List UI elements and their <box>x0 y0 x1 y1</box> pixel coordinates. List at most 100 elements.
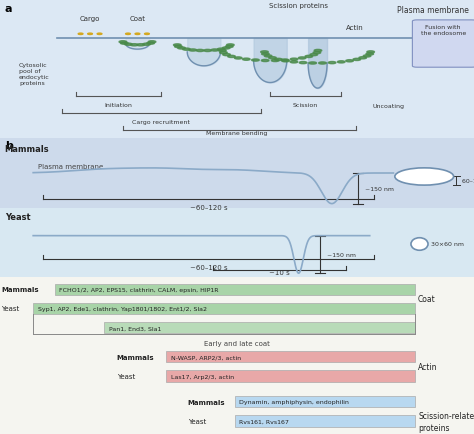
Circle shape <box>130 45 138 47</box>
Circle shape <box>281 60 289 62</box>
Circle shape <box>88 34 92 36</box>
Text: Pan1, End3, Sla1: Pan1, End3, Sla1 <box>109 326 161 331</box>
Circle shape <box>145 34 149 36</box>
Text: Early and late coat: Early and late coat <box>204 340 270 346</box>
Circle shape <box>235 58 242 60</box>
Circle shape <box>120 43 128 45</box>
Circle shape <box>125 44 132 46</box>
FancyBboxPatch shape <box>33 303 415 314</box>
FancyBboxPatch shape <box>412 21 474 68</box>
Text: FCHO1/2, AP2, EPS15, clathrin, CALM, epsin, HIP1R: FCHO1/2, AP2, EPS15, clathrin, CALM, eps… <box>59 287 219 292</box>
Circle shape <box>143 44 150 46</box>
FancyBboxPatch shape <box>0 139 474 208</box>
Circle shape <box>204 50 211 53</box>
FancyBboxPatch shape <box>166 351 415 362</box>
Text: ~60–120 s: ~60–120 s <box>190 265 228 270</box>
Text: Scission proteins: Scission proteins <box>269 3 328 9</box>
Circle shape <box>252 60 259 62</box>
Text: Las17, Arp2/3, actin: Las17, Arp2/3, actin <box>171 374 234 379</box>
Text: Yeast: Yeast <box>5 213 30 221</box>
Circle shape <box>189 50 197 52</box>
Circle shape <box>309 63 317 65</box>
Circle shape <box>137 45 145 47</box>
Circle shape <box>264 56 272 58</box>
Circle shape <box>178 48 185 50</box>
Text: Coat: Coat <box>418 295 436 304</box>
Text: Fusion with
the endosome: Fusion with the endosome <box>420 25 466 36</box>
Text: Initiation: Initiation <box>105 103 132 108</box>
Circle shape <box>219 50 226 53</box>
Text: 30×60 nm: 30×60 nm <box>431 242 465 247</box>
Circle shape <box>367 52 374 54</box>
Text: Rvs161, Rvs167: Rvs161, Rvs167 <box>239 419 289 424</box>
Text: ~60–120 s: ~60–120 s <box>190 205 228 211</box>
Circle shape <box>366 54 374 56</box>
Text: Yeast: Yeast <box>117 373 135 379</box>
Text: ~10 s: ~10 s <box>269 269 290 275</box>
Circle shape <box>353 59 361 61</box>
Circle shape <box>119 42 127 44</box>
Text: Cytosolic
pool of
endocytic
proteins: Cytosolic pool of endocytic proteins <box>19 62 50 86</box>
Text: ~150 nm: ~150 nm <box>365 186 394 191</box>
Circle shape <box>319 63 326 65</box>
Circle shape <box>337 62 345 64</box>
Circle shape <box>359 58 366 60</box>
Text: ~150 nm: ~150 nm <box>327 252 356 257</box>
Circle shape <box>310 54 318 56</box>
Circle shape <box>126 34 130 36</box>
FancyBboxPatch shape <box>235 415 415 427</box>
Circle shape <box>173 45 181 47</box>
Ellipse shape <box>411 238 428 251</box>
Text: Plasma membrane: Plasma membrane <box>397 6 469 14</box>
Circle shape <box>290 59 298 61</box>
Text: Mammals: Mammals <box>5 145 49 153</box>
Circle shape <box>363 56 371 58</box>
Text: Scission-related
proteins: Scission-related proteins <box>418 411 474 431</box>
Text: Actin: Actin <box>418 362 438 371</box>
Circle shape <box>313 53 321 55</box>
Circle shape <box>148 42 156 44</box>
Circle shape <box>269 58 276 60</box>
Text: N-WASP, ARP2/3, actin: N-WASP, ARP2/3, actin <box>171 355 241 359</box>
Text: Uncoating: Uncoating <box>373 104 405 109</box>
Text: Yeast: Yeast <box>1 306 20 312</box>
Circle shape <box>314 50 322 53</box>
Circle shape <box>211 50 219 52</box>
Circle shape <box>290 62 298 64</box>
Text: Cargo recruitment: Cargo recruitment <box>132 119 190 125</box>
Circle shape <box>328 62 336 65</box>
Text: Scission: Scission <box>293 103 319 108</box>
Circle shape <box>282 60 290 63</box>
Circle shape <box>174 46 182 49</box>
Circle shape <box>135 34 140 36</box>
Text: Mammals: Mammals <box>188 399 225 405</box>
Circle shape <box>395 168 454 186</box>
Text: Cargo: Cargo <box>80 16 100 22</box>
Circle shape <box>261 60 269 62</box>
Circle shape <box>226 46 233 49</box>
FancyBboxPatch shape <box>235 396 415 408</box>
Circle shape <box>222 48 230 50</box>
Text: Membrane bending: Membrane bending <box>206 131 268 136</box>
Text: Plasma membrane: Plasma membrane <box>38 164 103 170</box>
Circle shape <box>346 60 353 63</box>
Circle shape <box>262 54 269 56</box>
Circle shape <box>274 59 282 61</box>
Text: Mammals: Mammals <box>1 286 39 293</box>
Text: Syp1, AP2, Ede1, clathrin, Yap1801/1802, Ent1/2, Sla2: Syp1, AP2, Ede1, clathrin, Yap1801/1802,… <box>38 306 207 311</box>
Circle shape <box>219 53 227 55</box>
Text: Actin: Actin <box>346 25 364 31</box>
Circle shape <box>299 62 307 65</box>
FancyBboxPatch shape <box>104 322 415 334</box>
Circle shape <box>227 45 234 47</box>
Circle shape <box>272 60 279 62</box>
FancyBboxPatch shape <box>0 0 474 139</box>
Text: a: a <box>5 4 12 14</box>
Circle shape <box>182 49 190 51</box>
Text: Mammals: Mammals <box>117 354 154 360</box>
Circle shape <box>298 58 306 60</box>
Circle shape <box>97 34 102 36</box>
Text: Dynamin, amphiphysin, endophilin: Dynamin, amphiphysin, endophilin <box>239 399 349 404</box>
Circle shape <box>218 49 225 51</box>
Text: Yeast: Yeast <box>188 418 206 424</box>
